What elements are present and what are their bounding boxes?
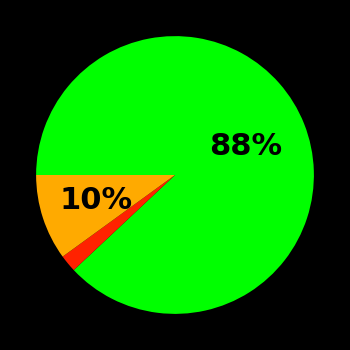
Text: 10%: 10% [59, 186, 132, 215]
Wedge shape [36, 175, 175, 257]
Wedge shape [63, 175, 175, 270]
Wedge shape [36, 36, 314, 314]
Text: 88%: 88% [209, 132, 282, 161]
